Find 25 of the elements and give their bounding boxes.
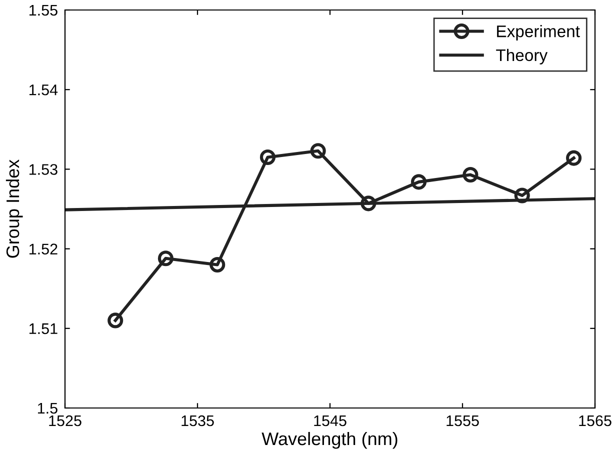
y-tick-label: 1.54 [29, 84, 58, 96]
x-tick-label: 1565 [579, 415, 612, 426]
y-tick-label: 1.55 [29, 5, 58, 16]
x-axis-title: Wavelength (nm) [262, 432, 398, 449]
x-tick-label: 1545 [314, 416, 346, 426]
point [566, 150, 582, 166]
y-tick-label: 1.5 [38, 403, 58, 414]
point [260, 149, 276, 166]
x-tick-label: 1525 [49, 415, 82, 426]
legend-label: Experiment [497, 25, 580, 41]
legend-label: Theory [496, 48, 548, 64]
point [360, 196, 376, 212]
x-tick-label: 1555 [446, 416, 479, 426]
point [210, 256, 226, 272]
point [310, 143, 326, 159]
y-axis-title: Group Index [6, 160, 23, 258]
point [158, 250, 174, 266]
y-tick-label: 1.51 [29, 323, 58, 334]
point [108, 312, 124, 328]
point [462, 166, 478, 183]
point [410, 174, 427, 190]
y-tick-label: 1.53 [29, 164, 58, 175]
y-tick-label: 1.52 [29, 244, 58, 254]
x-tick-label: 1535 [182, 415, 214, 426]
point [514, 188, 530, 204]
